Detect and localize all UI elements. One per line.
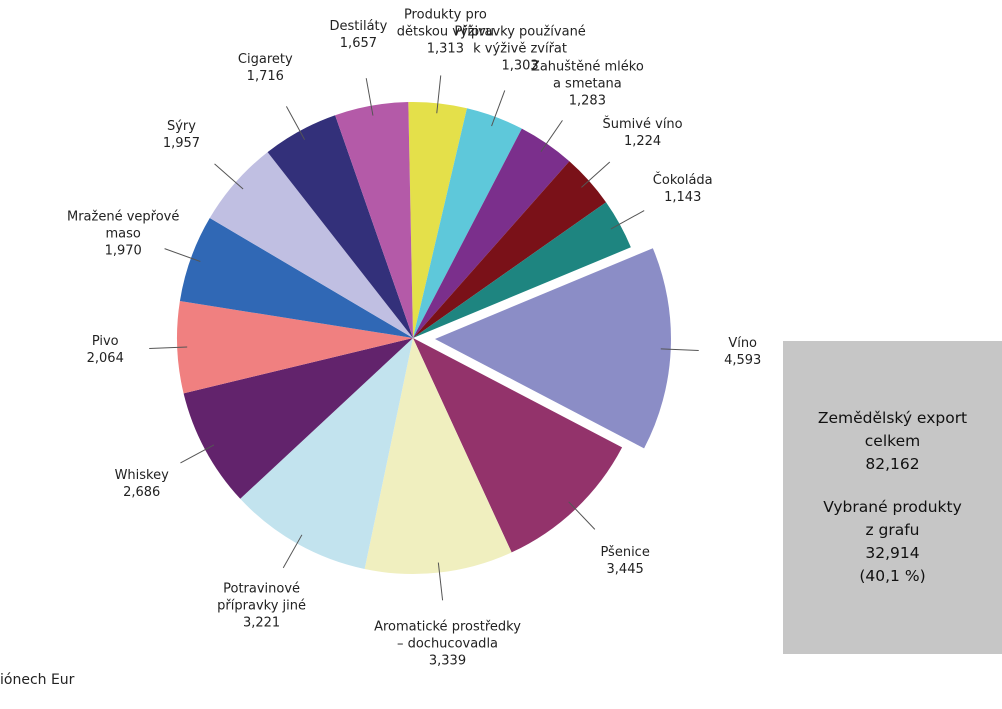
leader-line bbox=[540, 120, 563, 152]
slice-name: Pivo bbox=[91, 334, 119, 350]
leader-line bbox=[180, 444, 215, 464]
slice-name: Mražené vepřové maso bbox=[66, 209, 180, 242]
slice-value: 1,657 bbox=[339, 35, 378, 51]
leader-line bbox=[491, 90, 506, 127]
unit-note: iónech Eur bbox=[0, 672, 75, 688]
slice bbox=[267, 115, 413, 338]
slice-label: Přípravky používané k výživě zvířat 1,303 bbox=[454, 24, 586, 75]
slice-label: Pivo 2,064 bbox=[87, 333, 124, 367]
leader-line bbox=[282, 534, 303, 569]
slice bbox=[240, 338, 413, 569]
leader-line bbox=[436, 75, 442, 114]
slice bbox=[209, 152, 413, 338]
leader-line bbox=[214, 163, 244, 190]
slice-label: Pšenice 3,445 bbox=[600, 544, 649, 578]
slice bbox=[177, 301, 413, 394]
leader-line bbox=[285, 106, 306, 140]
leader-line bbox=[164, 248, 201, 262]
slice-label: Potravinové přípravky jiné 3,221 bbox=[217, 581, 306, 632]
slice bbox=[413, 202, 631, 338]
slice-value: 1,313 bbox=[426, 41, 464, 57]
slice-label: Sýry 1,957 bbox=[163, 118, 200, 152]
slice-value: 2,064 bbox=[86, 351, 124, 367]
slice-label: Cigarety 1,716 bbox=[238, 51, 293, 85]
slice-label: Čokoláda 1,143 bbox=[653, 172, 713, 206]
slice-name: Cigarety bbox=[237, 51, 293, 67]
slice-name: Produkty pro dětskou výživu bbox=[396, 7, 495, 40]
slice bbox=[413, 128, 570, 338]
slice-name: Čokoláda bbox=[652, 173, 713, 189]
slice-name: Šumivé víno bbox=[602, 116, 683, 132]
leader-line bbox=[568, 501, 596, 530]
slice-value: 2,686 bbox=[123, 484, 161, 500]
slice-value: 3,445 bbox=[606, 562, 644, 578]
leader-line bbox=[660, 348, 699, 352]
leader-line bbox=[149, 346, 188, 349]
slice-value: 1,716 bbox=[246, 68, 284, 84]
slice-label: Whiskey 2,686 bbox=[115, 467, 169, 501]
slice bbox=[413, 338, 623, 553]
slice-name: Pšenice bbox=[600, 545, 650, 561]
slice-label: Destiláty 1,657 bbox=[329, 18, 387, 52]
slice bbox=[413, 108, 522, 338]
slice-value: 1,143 bbox=[664, 190, 702, 206]
leader-line bbox=[437, 562, 444, 601]
slice-name: Sýry bbox=[166, 118, 196, 134]
slice bbox=[179, 218, 413, 338]
summary-box: Zemědělský export celkem 82,162 Vybrané … bbox=[783, 341, 1002, 654]
leader-line bbox=[581, 161, 611, 188]
slice bbox=[434, 248, 671, 449]
slice-value: 1,957 bbox=[162, 135, 201, 151]
slice-label: Víno 4,593 bbox=[724, 335, 761, 369]
slice-name: Aromatické prostředky – dochucovadla bbox=[374, 619, 521, 652]
slice bbox=[183, 338, 413, 499]
slice-name: Víno bbox=[728, 336, 758, 352]
slice bbox=[413, 161, 607, 338]
slice-name: Zahuštěné mléko a smetana bbox=[530, 59, 644, 92]
slice-label: Produkty pro dětskou výživu 1,313 bbox=[397, 6, 494, 57]
leader-line bbox=[610, 210, 645, 230]
slice-name: Destiláty bbox=[329, 18, 388, 34]
slice bbox=[335, 102, 413, 338]
slice-value: 1,224 bbox=[623, 133, 662, 149]
slice-value: 1,283 bbox=[568, 93, 606, 109]
slice-value: 1,303 bbox=[501, 58, 539, 74]
slice-value: 3,221 bbox=[242, 615, 281, 631]
slice bbox=[408, 101, 467, 338]
summary-total: Zemědělský export celkem 82,162 bbox=[817, 409, 968, 473]
slice-name: Potravinové přípravky jiné bbox=[217, 581, 307, 614]
slice-label: Mražené vepřové maso 1,970 bbox=[67, 208, 179, 259]
summary-selected: Vybrané produkty z grafu 32,914 (40,1 %) bbox=[823, 498, 962, 585]
slice-value: 3,339 bbox=[428, 653, 467, 669]
slice-name: Whiskey bbox=[114, 467, 169, 483]
slice bbox=[364, 338, 512, 574]
slice-label: Šumivé víno 1,224 bbox=[603, 116, 683, 150]
slice-label: Aromatické prostředky – dochucovadla 3,33… bbox=[374, 619, 521, 670]
slice-value: 4,593 bbox=[724, 353, 762, 369]
slice-value: 1,970 bbox=[104, 243, 142, 259]
slice-label: Zahuštěné mléko a smetana 1,283 bbox=[531, 59, 644, 110]
slice-name: Přípravky používané k výživě zvířat bbox=[454, 24, 586, 57]
leader-line bbox=[365, 78, 374, 116]
